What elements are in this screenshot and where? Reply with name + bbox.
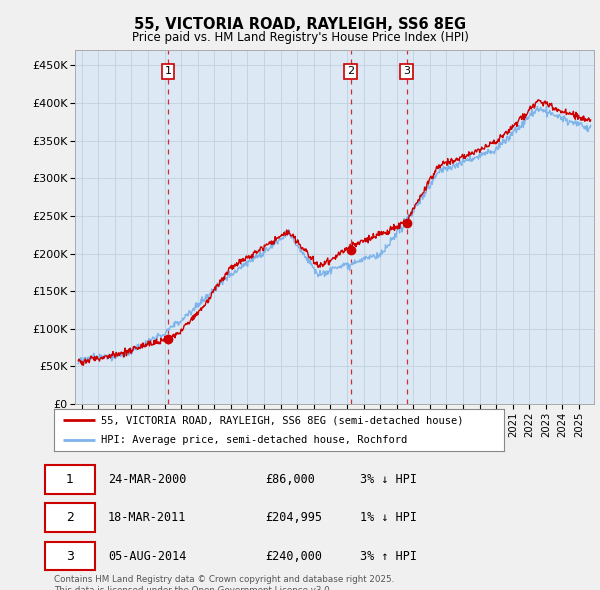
Text: 55, VICTORIA ROAD, RAYLEIGH, SS6 8EG (semi-detached house): 55, VICTORIA ROAD, RAYLEIGH, SS6 8EG (se…	[101, 415, 464, 425]
Text: 3% ↑ HPI: 3% ↑ HPI	[360, 549, 417, 562]
Text: 24-MAR-2000: 24-MAR-2000	[108, 473, 187, 486]
Text: 2: 2	[347, 67, 354, 76]
Text: 2: 2	[66, 511, 74, 524]
FancyBboxPatch shape	[45, 503, 95, 532]
Text: £86,000: £86,000	[265, 473, 316, 486]
Text: Contains HM Land Registry data © Crown copyright and database right 2025.
This d: Contains HM Land Registry data © Crown c…	[54, 575, 394, 590]
Text: Price paid vs. HM Land Registry's House Price Index (HPI): Price paid vs. HM Land Registry's House …	[131, 31, 469, 44]
Text: 05-AUG-2014: 05-AUG-2014	[108, 549, 187, 562]
Text: 1: 1	[66, 473, 74, 486]
FancyBboxPatch shape	[45, 542, 95, 571]
Text: 3: 3	[403, 67, 410, 76]
Text: £204,995: £204,995	[265, 511, 323, 524]
Text: 1: 1	[164, 67, 172, 76]
Text: 55, VICTORIA ROAD, RAYLEIGH, SS6 8EG: 55, VICTORIA ROAD, RAYLEIGH, SS6 8EG	[134, 17, 466, 31]
Text: 3: 3	[66, 549, 74, 562]
FancyBboxPatch shape	[45, 465, 95, 494]
Text: 1% ↓ HPI: 1% ↓ HPI	[360, 511, 417, 524]
Text: HPI: Average price, semi-detached house, Rochford: HPI: Average price, semi-detached house,…	[101, 435, 407, 445]
Text: 3% ↓ HPI: 3% ↓ HPI	[360, 473, 417, 486]
Text: £240,000: £240,000	[265, 549, 323, 562]
Text: 18-MAR-2011: 18-MAR-2011	[108, 511, 187, 524]
